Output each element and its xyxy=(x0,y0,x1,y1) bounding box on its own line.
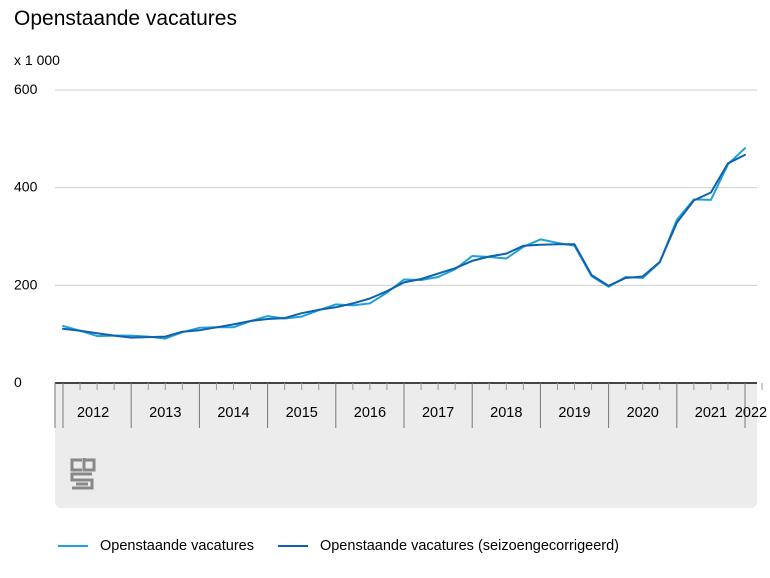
x-tick-label-2018: 2018 xyxy=(490,405,522,421)
x-tick-label-2013: 2013 xyxy=(149,405,181,421)
series-line-seizoengecorrigeerd[interactable] xyxy=(62,153,746,339)
x-tick-label-2019: 2019 xyxy=(558,405,590,421)
x-tick-label-2020: 2020 xyxy=(627,405,659,421)
legend-item-seizoengecorrigeerd[interactable]: Openstaande vacatures (seizoengecorrigee… xyxy=(277,538,620,554)
legend-label-vacatures: Openstaande vacatures xyxy=(100,538,254,554)
x-tick-label-2022: 2022 xyxy=(735,405,767,421)
x-tick-label-2017: 2017 xyxy=(422,405,454,421)
legend-swatch-vacatures xyxy=(58,545,88,547)
y-tick-label-400: 400 xyxy=(14,179,38,195)
x-tick-label-2021: 2021 xyxy=(695,405,727,421)
cbs-logo-shape xyxy=(70,458,96,490)
legend: Openstaande vacatures Openstaande vacatu… xyxy=(58,538,643,554)
y-tick-label-600: 600 xyxy=(14,81,38,97)
y-tick-label-200: 200 xyxy=(14,276,38,292)
y-axis-unit-label: x 1 000 xyxy=(14,52,60,68)
gridlines xyxy=(55,89,757,286)
series-line-vacatures[interactable] xyxy=(62,147,746,340)
y-axis-ticks: 0 200 400 600 xyxy=(14,81,38,390)
legend-label-seizoengecorrigeerd: Openstaande vacatures (seizoengecorrigee… xyxy=(319,538,620,554)
x-axis-band xyxy=(55,383,757,508)
legend-swatch-seizoengecorrigeerd xyxy=(277,545,308,547)
series-lines xyxy=(62,147,746,340)
cbs-logo-icon xyxy=(70,458,96,490)
y-tick-label-0: 0 xyxy=(14,374,22,390)
legend-item-vacatures[interactable]: Openstaande vacatures xyxy=(58,538,254,554)
x-axis-band-top xyxy=(55,383,757,391)
x-tick-label-2012: 2012 xyxy=(77,405,109,421)
x-axis: 2012 2013 2014 2015 2016 2017 2018 2019 2020 2021… xyxy=(54,382,767,508)
chart-title: Openstaande vacatures xyxy=(14,7,237,30)
x-tick-label-2014: 2014 xyxy=(217,405,249,421)
x-tick-label-2016: 2016 xyxy=(354,405,386,421)
x-tick-label-2015: 2015 xyxy=(286,405,318,421)
